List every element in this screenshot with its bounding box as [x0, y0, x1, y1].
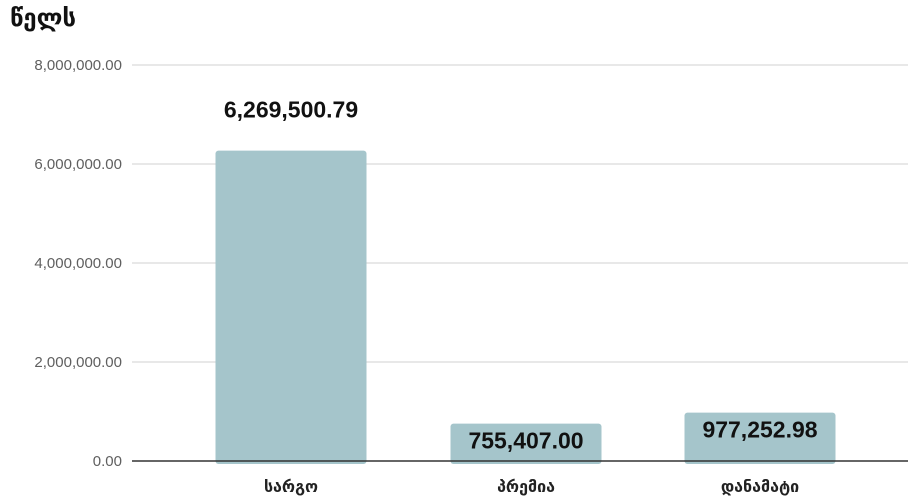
data-labels: 6,269,500.79 755,407.00 977,252.98	[224, 97, 818, 454]
chart-title: წელს	[10, 4, 77, 32]
data-label: 755,407.00	[468, 428, 583, 454]
y-tick-label: 4,000,000.00	[34, 255, 122, 272]
bar	[215, 150, 367, 464]
x-tick-label: დანამატი	[721, 477, 799, 496]
y-tick-label: 8,000,000.00	[34, 57, 122, 74]
bar	[684, 412, 836, 464]
y-tick-label: 6,000,000.00	[34, 156, 122, 173]
data-label: 977,252.98	[702, 417, 817, 443]
x-tick-label: პრემია	[497, 477, 555, 496]
y-axis-tick-labels: 0.00 2,000,000.00 4,000,000.00 6,000,000.00…	[34, 57, 122, 470]
x-tick-label: სარგო	[264, 477, 318, 496]
bars	[215, 150, 836, 464]
x-axis-tick-labels: სარგო პრემია დანამატი	[264, 477, 799, 496]
y-tick-label: 2,000,000.00	[34, 354, 122, 371]
bar	[450, 423, 602, 464]
y-tick-label: 0.00	[93, 453, 122, 470]
data-label: 6,269,500.79	[224, 97, 358, 123]
